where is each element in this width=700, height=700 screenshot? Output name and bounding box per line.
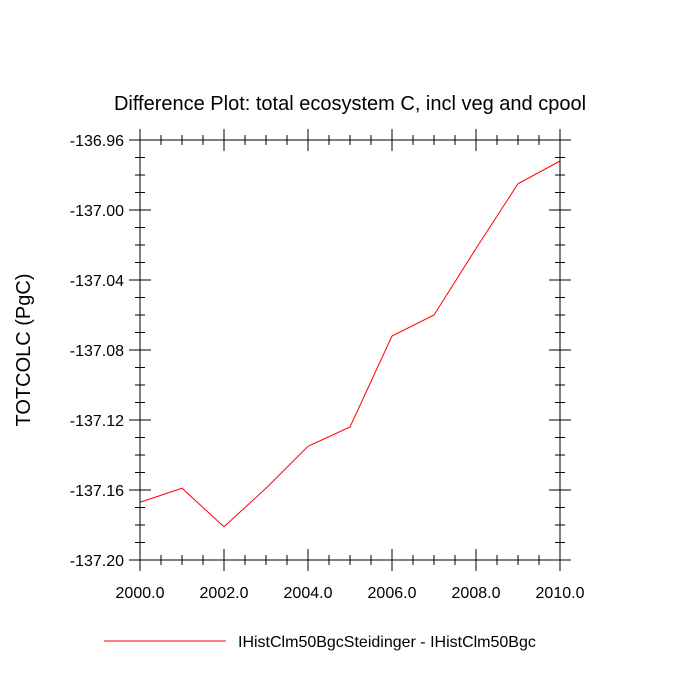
y-tick-label: -137.08 [70, 343, 124, 360]
x-tick-label: 2008.0 [452, 585, 501, 602]
axis-ticks [129, 129, 571, 571]
y-tick-label: -136.96 [70, 133, 124, 150]
y-axis-label: TOTCOLC (PgC) [13, 274, 35, 427]
tick-labels: 2000.0 2002.0 2004.0 2006.0 2008.0 2010.0 -136… [70, 133, 585, 602]
series-line [139, 160, 561, 528]
x-tick-label: 2006.0 [368, 585, 417, 602]
plot-frame [139, 139, 561, 561]
chart-title: Difference Plot: total ecosystem C, incl… [114, 93, 586, 115]
x-tick-label: 2004.0 [284, 585, 333, 602]
series-layer [139, 160, 561, 528]
y-tick-label: -137.20 [70, 553, 124, 570]
legend-label: IHistClm50BgcSteidinger - IHistClm50Bgc [238, 634, 536, 651]
x-tick-label: 2002.0 [200, 585, 249, 602]
y-tick-label: -137.00 [70, 203, 124, 220]
y-tick-label: -137.04 [70, 273, 124, 290]
x-tick-label: 2010.0 [536, 585, 585, 602]
x-tick-label: 2000.0 [116, 585, 165, 602]
legend: IHistClm50BgcSteidinger - IHistClm50Bgc [104, 634, 536, 651]
y-tick-label: -137.12 [70, 413, 124, 430]
y-tick-label: -137.16 [70, 483, 124, 500]
